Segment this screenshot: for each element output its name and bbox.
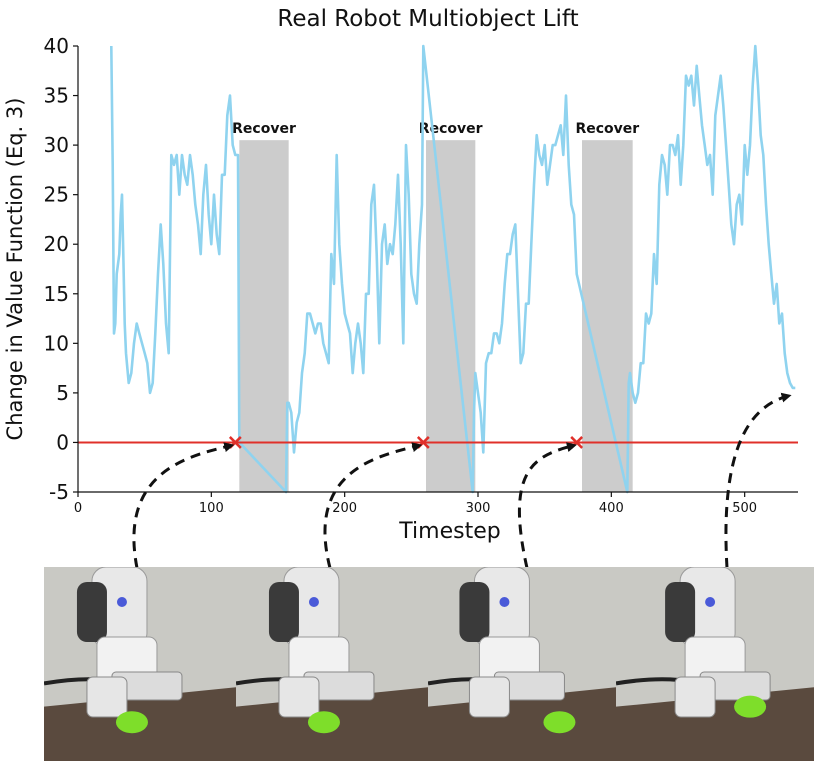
recover-label: Recover	[232, 121, 296, 137]
robot-photo-1	[44, 567, 236, 761]
photo-arrow	[724, 392, 792, 569]
robot-joint	[268, 582, 299, 642]
chart-title: Real Robot Multiobject Lift	[277, 6, 578, 32]
arrows	[132, 392, 792, 569]
robot-photo-3	[428, 567, 616, 761]
status-light	[499, 597, 510, 607]
robot-photo-2	[236, 567, 428, 761]
y-tick-label: 5	[56, 381, 69, 405]
y-tick-label: 20	[44, 232, 69, 256]
recover-label: Recover	[575, 121, 639, 137]
robot-photo-strip	[44, 567, 814, 761]
y-tick-label: 10	[44, 331, 69, 355]
status-light	[116, 597, 127, 607]
robot-hand	[468, 676, 510, 718]
series-layer	[110, 44, 796, 494]
x-tick-label: 100	[199, 501, 224, 516]
y-tick-label: 35	[44, 84, 69, 108]
robot-arm-photo	[236, 567, 428, 761]
lime-object	[734, 695, 767, 718]
status-light	[308, 597, 319, 607]
recover-regions: Recover Recover Recover	[232, 121, 639, 492]
robot-joint	[665, 582, 696, 642]
x-tick-label: 500	[732, 501, 757, 516]
lime-object	[543, 711, 576, 734]
recover-region	[582, 140, 633, 492]
y-tick-label: 30	[44, 133, 69, 157]
robot-arm-photo	[428, 567, 616, 761]
photo-arrow	[132, 442, 235, 569]
lime-object	[115, 711, 148, 734]
y-tick-label: -5	[49, 480, 69, 504]
recover-region	[239, 140, 289, 492]
robot-hand	[674, 676, 716, 718]
y-tick-label: 15	[44, 282, 69, 306]
x-tick-label: 400	[599, 501, 624, 516]
x-axis-label: Timestep	[398, 519, 500, 544]
recover-label: Recover	[419, 121, 483, 137]
y-axis-label: Change in Value Function (Eq. 3)	[3, 98, 27, 441]
y-tick-label: 25	[44, 183, 69, 207]
series-line	[110, 44, 796, 494]
robot-arm-photo	[616, 567, 814, 761]
y-tick-label: 40	[44, 34, 69, 58]
x-tick-label: 200	[332, 501, 357, 516]
robot-joint	[459, 582, 490, 642]
photo-arrow	[323, 442, 423, 569]
robot-hand	[86, 676, 128, 718]
lime-object	[307, 711, 340, 734]
x-tick-label: 300	[466, 501, 491, 516]
robot-arm-photo	[44, 567, 236, 761]
status-light	[705, 597, 716, 607]
robot-joint	[76, 582, 107, 642]
photo-arrow	[517, 442, 577, 569]
x-tick-label: 0	[74, 501, 82, 516]
robot-photo-4	[616, 567, 814, 761]
robot-hand	[278, 676, 320, 718]
y-tick-label: 0	[56, 430, 69, 454]
